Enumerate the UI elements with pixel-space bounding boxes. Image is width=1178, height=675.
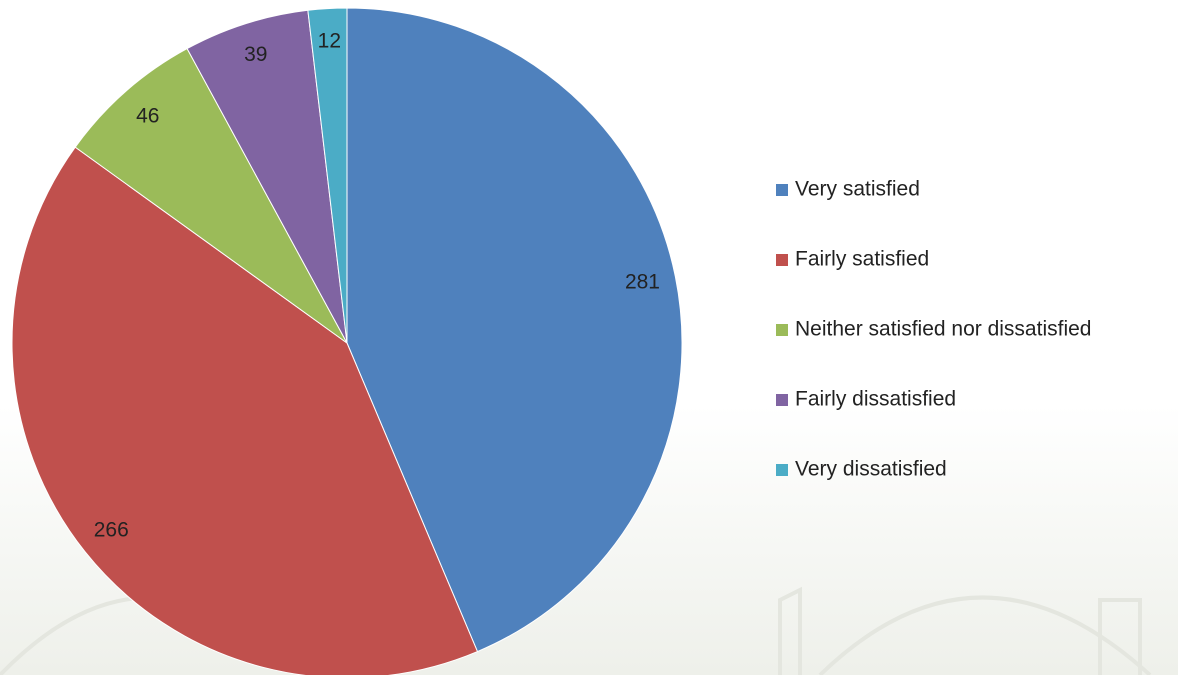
data-label: 46 [136, 104, 159, 127]
page: {"chart_data": {"type": "pie", "categori… [0, 0, 1178, 675]
pie: 281 266 46 39 12 [12, 8, 682, 675]
legend-swatch [776, 324, 788, 336]
legend-swatch [776, 394, 788, 406]
chart: 281 266 46 39 12 Very satisfied Fairly satisf… [0, 0, 1178, 675]
legend-label: Neither satisfied nor dissatisfied [795, 318, 1091, 341]
legend-swatch [776, 254, 788, 266]
legend-swatch [776, 184, 788, 196]
legend-label: Fairly dissatisfied [795, 388, 956, 411]
data-label: 281 [625, 271, 660, 294]
legend-label: Very dissatisfied [795, 458, 947, 481]
data-label: 39 [244, 43, 267, 66]
legend-label: Very satisfied [795, 178, 920, 201]
legend-label: Fairly satisfied [795, 248, 929, 271]
data-label: 12 [318, 30, 341, 53]
data-label: 266 [94, 519, 129, 542]
legend-swatch [776, 464, 788, 476]
